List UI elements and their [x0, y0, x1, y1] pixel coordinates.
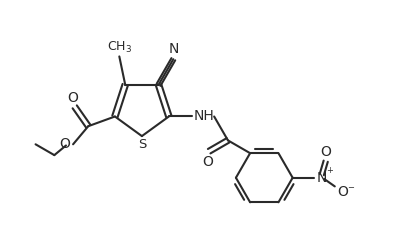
Text: O: O: [338, 184, 348, 198]
Text: $^-$: $^-$: [346, 184, 355, 197]
Text: NH: NH: [193, 109, 214, 123]
Text: S: S: [138, 138, 146, 151]
Text: O: O: [67, 91, 78, 105]
Text: O: O: [202, 155, 213, 169]
Text: CH$_3$: CH$_3$: [107, 40, 132, 55]
Text: N: N: [169, 42, 179, 56]
Text: O: O: [59, 137, 70, 151]
Text: O: O: [320, 145, 331, 159]
Text: $^+$: $^+$: [325, 166, 335, 179]
Text: N: N: [317, 171, 328, 185]
